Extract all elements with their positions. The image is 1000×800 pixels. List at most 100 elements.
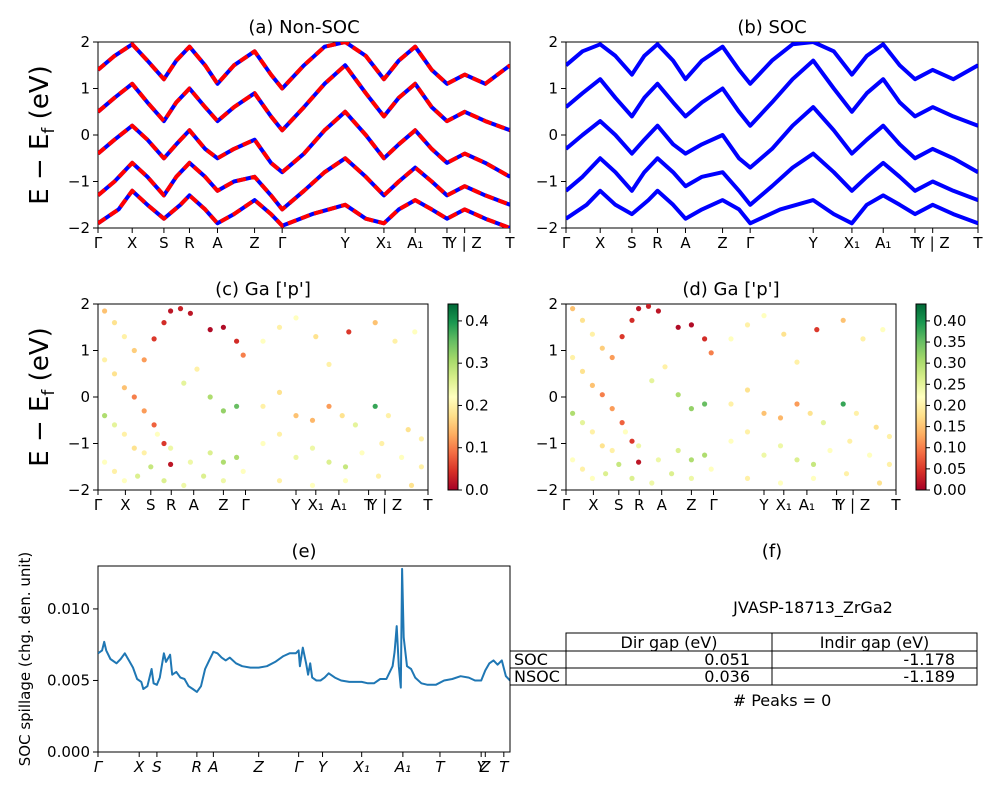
y-tick-label: 0 xyxy=(548,126,558,144)
projection-point xyxy=(168,445,174,451)
y-axis-label-sub: f xyxy=(39,389,59,396)
peaks-count: # Peaks = 0 xyxy=(733,691,832,710)
y-tick-label: −1 xyxy=(68,173,90,191)
table-subtitle: JVASP-18713_ZrGa2 xyxy=(732,598,893,618)
table-row-label: NSOC xyxy=(514,667,560,686)
projection-point xyxy=(375,473,382,479)
projection-point xyxy=(181,380,187,386)
projection-point xyxy=(342,464,349,470)
projection-point xyxy=(148,464,154,470)
x-tick-label: T xyxy=(441,234,452,252)
projection-point xyxy=(744,429,751,435)
x-tick-label: S xyxy=(159,234,169,252)
y-tick-label: 0 xyxy=(80,388,90,406)
projection-point xyxy=(309,482,316,488)
x-tick-label: A xyxy=(207,758,218,776)
projection-point xyxy=(135,473,141,479)
x-tick-label: X₁ xyxy=(776,496,792,514)
colorbar-tick-label: 0.1 xyxy=(465,439,489,457)
projection-point xyxy=(151,336,157,342)
projection-point xyxy=(111,371,118,377)
y-tick-label: 1 xyxy=(548,80,558,98)
plot-frame xyxy=(565,303,897,491)
projection-point xyxy=(207,327,213,333)
x-tick-label: R xyxy=(184,234,194,252)
y-tick-label: −2 xyxy=(68,481,90,499)
x-tick-label: A xyxy=(189,496,200,514)
projection-point xyxy=(418,464,424,470)
projection-point xyxy=(309,445,316,451)
x-tick-label: Y | Z xyxy=(835,496,870,514)
x-tick-label: Z xyxy=(249,234,259,252)
projection-point xyxy=(636,306,642,312)
colorbar-tick-label: 0.40 xyxy=(933,312,966,330)
projection-point xyxy=(260,440,266,447)
plot-frame xyxy=(97,303,429,491)
projection-point xyxy=(708,466,714,472)
projection-point xyxy=(619,420,625,426)
projection-point xyxy=(293,315,299,321)
colorbar-tick-label: 0.3 xyxy=(465,354,489,372)
projection-point xyxy=(276,389,283,395)
projection-point xyxy=(313,334,319,340)
table-cell: -1.189 xyxy=(903,667,955,686)
x-tick-label: Z xyxy=(717,234,727,252)
projection-point xyxy=(589,429,596,435)
band-line xyxy=(566,42,978,86)
x-tick-label: Γ xyxy=(241,496,250,514)
projection-point xyxy=(579,466,586,472)
x-tick-label: T xyxy=(972,234,983,252)
x-tick-label: T xyxy=(504,234,515,252)
projection-point xyxy=(240,352,246,358)
band-line-spin-down xyxy=(98,156,510,212)
y-tick-label: 2 xyxy=(548,33,558,51)
x-tick-label: X₁ xyxy=(844,234,860,252)
projection-point xyxy=(326,403,332,409)
table-column-header: Indir gap (eV) xyxy=(820,633,930,652)
projection-point xyxy=(234,338,240,344)
x-tick-label: R xyxy=(634,496,644,514)
projection-point xyxy=(379,440,385,447)
x-tick-label: Y | Z xyxy=(915,234,950,252)
colorbar-tick-label: 0.15 xyxy=(933,418,966,436)
y-tick-label: 0.010 xyxy=(47,600,90,618)
projection-point xyxy=(847,438,853,444)
x-tick-label: T xyxy=(435,758,446,776)
x-tick-label: S xyxy=(627,234,637,252)
band-line-spin-down xyxy=(98,109,510,179)
projection-point xyxy=(412,329,418,335)
projection-point xyxy=(629,317,635,323)
projection-point xyxy=(276,478,283,484)
projection-point xyxy=(141,450,147,456)
y-tick-label: 0 xyxy=(548,388,558,406)
projection-point xyxy=(589,382,596,388)
projection-point xyxy=(579,420,586,426)
projection-point xyxy=(570,410,576,416)
panel-f-gap-table: (f) JVASP-18713_ZrGa2 Dir gap (eV) Indir ga… xyxy=(509,541,978,710)
x-tick-label: X₁ xyxy=(353,758,370,776)
projection-point xyxy=(840,401,846,407)
x-tick-label: A₁ xyxy=(394,758,411,776)
projection-point xyxy=(761,313,767,319)
band-line-spin-down xyxy=(98,42,510,91)
projection-point xyxy=(220,459,226,465)
projection-points xyxy=(570,304,893,486)
projection-point xyxy=(603,471,609,477)
projection-point xyxy=(372,403,378,409)
x-tick-label: Γ xyxy=(94,234,103,252)
projection-point xyxy=(619,334,625,340)
x-tick-label: Y xyxy=(477,758,488,776)
x-tick-label: T xyxy=(422,496,433,514)
band-line xyxy=(566,151,978,207)
projection-point xyxy=(669,471,675,477)
projection-point xyxy=(777,480,784,486)
y-axis-label-main: E − E xyxy=(25,134,55,205)
projection-point xyxy=(807,410,813,416)
projection-point xyxy=(102,308,108,314)
x-tick-label: R xyxy=(192,758,202,776)
x-tick-label: R xyxy=(166,496,176,514)
projection-point xyxy=(886,433,893,440)
projection-point xyxy=(599,443,605,449)
